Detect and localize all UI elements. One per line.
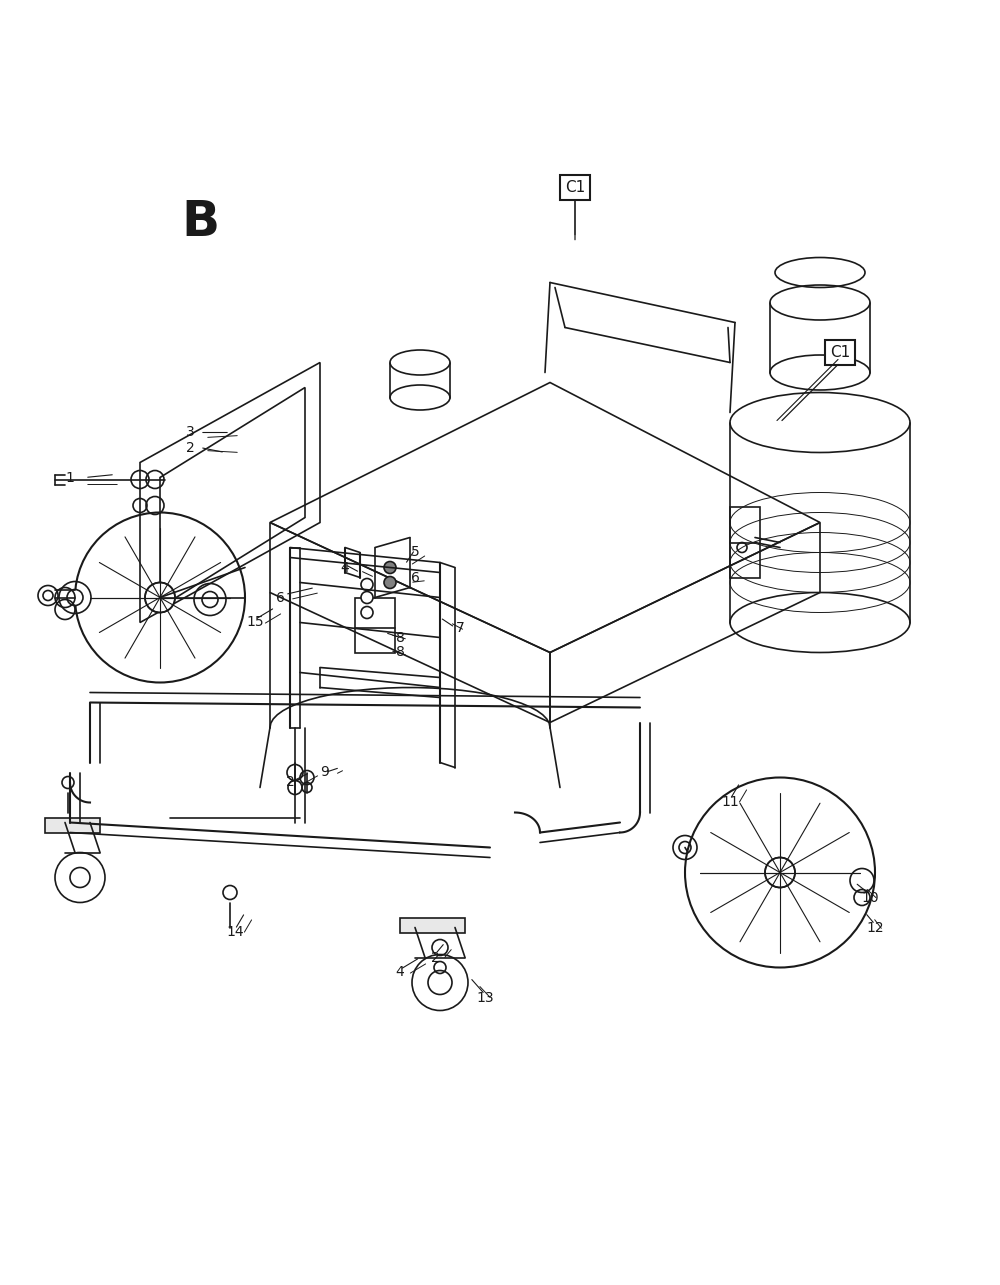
Text: 6: 6 [276,591,284,604]
Circle shape [202,591,218,608]
Text: 9: 9 [321,766,329,780]
Text: 8: 8 [396,645,404,659]
Text: 6: 6 [411,571,419,585]
Text: 14: 14 [226,925,244,939]
Text: 4: 4 [341,560,349,574]
Text: 2: 2 [186,441,194,455]
Text: C1: C1 [565,180,585,195]
Circle shape [145,582,175,613]
Circle shape [361,607,373,618]
Circle shape [384,577,396,589]
Text: 11: 11 [721,795,739,810]
Circle shape [384,562,396,573]
Text: 7: 7 [456,621,464,635]
Text: 8: 8 [396,631,404,645]
Text: 1: 1 [66,470,74,484]
Bar [730,508,760,577]
Text: 2: 2 [431,951,439,965]
Bar [400,917,465,933]
Text: 3: 3 [186,425,194,439]
Text: C1: C1 [830,344,850,360]
Text: 10: 10 [861,891,879,905]
Circle shape [361,578,373,591]
Text: 13: 13 [476,991,494,1005]
Text: 12: 12 [866,920,884,934]
Text: 2: 2 [286,776,294,789]
Bar [355,598,395,653]
Text: B: B [181,198,219,247]
Bar [45,817,100,833]
Circle shape [361,591,373,604]
Text: 15: 15 [246,616,264,630]
Text: 5: 5 [411,546,419,559]
Circle shape [67,590,83,605]
Circle shape [765,857,795,888]
Text: 4: 4 [396,965,404,979]
